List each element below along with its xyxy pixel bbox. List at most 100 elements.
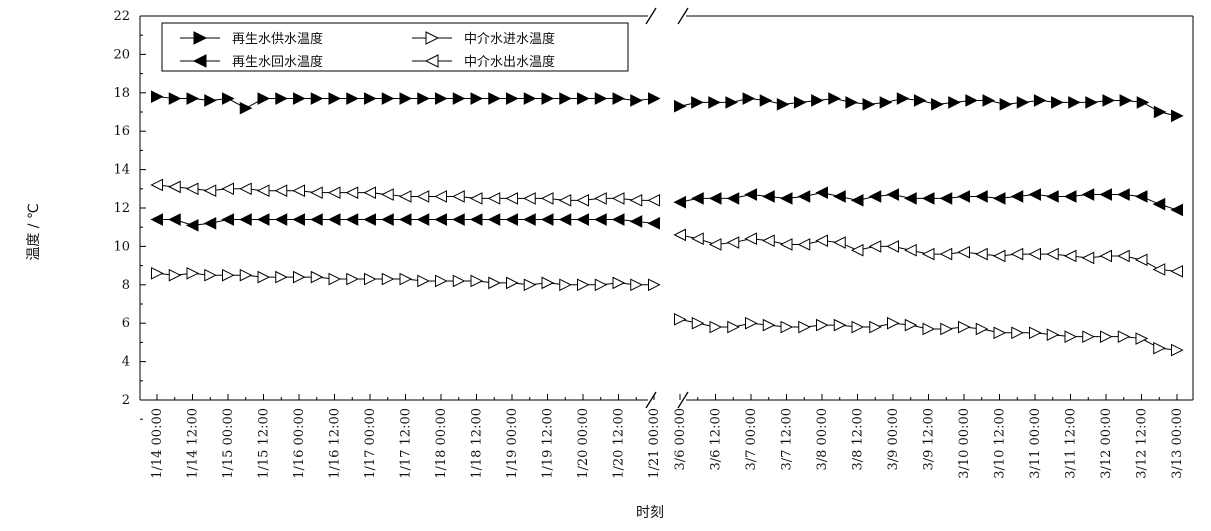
x-tick-label: 3/12 12:00 <box>1135 408 1150 479</box>
left-triangle-filled-marker <box>726 192 740 205</box>
left-triangle-filled-marker <box>850 194 864 207</box>
series-line-1 <box>151 90 661 115</box>
series-line-2 <box>673 186 1183 217</box>
right-triangle-open-marker <box>204 268 217 282</box>
left-triangle-open-marker <box>239 182 252 196</box>
right-triangle-filled-marker <box>725 96 739 109</box>
right-triangle-filled-marker <box>328 92 342 105</box>
legend-label: 中介水出水温度 <box>464 54 555 70</box>
x-tick-label: 3/9 00:00 <box>886 408 901 471</box>
right-triangle-open-marker <box>630 278 643 292</box>
left-triangle-filled-marker <box>1152 197 1166 211</box>
left-triangle-filled-marker <box>957 190 970 203</box>
left-triangle-open-marker <box>1170 265 1183 278</box>
right-triangle-filled-marker <box>965 94 978 107</box>
right-triangle-open-marker <box>523 278 537 292</box>
left-triangle-filled-marker <box>647 217 660 230</box>
right-triangle-open-marker <box>488 276 501 290</box>
x-axis-title: 时刻 <box>636 505 664 521</box>
x-tick-label: 1/18 12:00 <box>470 408 485 479</box>
left-triangle-filled-marker <box>992 192 1006 205</box>
right-triangle-filled-marker <box>845 96 858 109</box>
legend-item-3: 中介水进水温度 <box>412 31 555 47</box>
right-triangle-filled-marker <box>193 31 208 45</box>
x-tick-label: 3/7 00:00 <box>744 408 759 471</box>
x-tick-label: 1/20 12:00 <box>612 408 627 479</box>
right-triangle-open-marker <box>904 318 918 332</box>
left-triangle-open-marker <box>452 190 465 203</box>
series-line-3 <box>674 313 1184 357</box>
right-triangle-filled-marker <box>776 98 790 111</box>
right-triangle-filled-marker <box>1153 105 1167 119</box>
right-triangle-open-marker <box>293 270 306 284</box>
left-triangle-filled-marker <box>185 218 199 232</box>
right-triangle-open-marker <box>364 272 377 286</box>
left-triangle-filled-marker <box>434 213 447 226</box>
series-line-2 <box>150 213 660 232</box>
right-triangle-open-marker <box>709 320 723 334</box>
legend-item-2: 再生水回水温度 <box>180 54 323 70</box>
legend-label: 再生水供水温度 <box>232 31 323 47</box>
left-triangle-open-marker <box>168 180 181 194</box>
right-triangle-filled-marker <box>257 92 271 105</box>
left-triangle-open-marker <box>1010 247 1024 261</box>
left-triangle-filled-marker <box>523 213 536 226</box>
left-triangle-open-marker <box>868 240 882 253</box>
axes: 2 4 6 8 10 12 14 16 18 20 22 1/14 00:00 1/14 12:00 1/… <box>113 7 1194 479</box>
y-tick-label: 22 <box>113 9 130 24</box>
y-tick-label: 14 <box>113 163 130 178</box>
right-triangle-open-marker <box>275 270 288 284</box>
right-triangle-open-marker <box>310 270 324 284</box>
y-tick-label: 20 <box>113 47 130 62</box>
left-triangle-filled-marker <box>594 213 607 226</box>
left-triangle-filled-marker <box>1081 188 1095 201</box>
right-triangle-filled-marker <box>1171 109 1184 123</box>
x-tick-label: 1/16 12:00 <box>328 408 343 479</box>
right-triangle-open-marker <box>798 320 811 334</box>
right-triangle-open-marker <box>151 266 164 280</box>
left-triangle-open-marker <box>992 249 1006 263</box>
left-triangle-open-marker <box>434 190 447 203</box>
x-tick-label: 3/8 00:00 <box>815 408 830 471</box>
left-triangle-filled-marker <box>1010 190 1024 203</box>
left-triangle-open-marker <box>256 184 270 198</box>
right-triangle-filled-marker <box>381 92 395 105</box>
left-triangle-filled-marker <box>327 213 341 226</box>
left-triangle-open-marker <box>345 186 359 199</box>
series-line-3 <box>151 266 661 292</box>
right-triangle-filled-marker <box>346 92 359 105</box>
left-triangle-open-marker <box>762 234 775 247</box>
left-triangle-open-marker <box>647 194 660 207</box>
left-triangle-filled-marker <box>1134 190 1148 203</box>
left-triangle-open-marker <box>1117 249 1130 263</box>
right-triangle-open-marker <box>168 268 182 282</box>
left-triangle-open-marker <box>221 182 234 196</box>
right-triangle-open-marker <box>1153 341 1166 355</box>
left-triangle-open-marker <box>185 182 199 196</box>
right-triangle-filled-marker <box>742 92 756 105</box>
series-layer <box>150 90 1184 357</box>
right-triangle-open-marker <box>869 320 882 334</box>
left-triangle-open-marker <box>939 247 953 261</box>
right-triangle-filled-marker <box>811 94 824 107</box>
series-line-4 <box>150 178 660 207</box>
left-triangle-filled-marker <box>779 192 793 205</box>
right-triangle-open-marker <box>1011 326 1024 340</box>
left-triangle-filled-marker <box>558 213 572 226</box>
right-triangle-filled-marker <box>239 101 253 115</box>
left-triangle-open-marker <box>363 186 376 199</box>
left-triangle-filled-marker <box>762 190 775 203</box>
right-triangle-filled-marker <box>399 92 413 105</box>
left-triangle-filled-marker <box>939 192 953 205</box>
left-triangle-open-marker <box>327 186 341 199</box>
left-triangle-open-marker <box>833 236 846 249</box>
right-triangle-open-marker <box>470 274 484 288</box>
right-triangle-open-marker <box>594 278 608 292</box>
legend-box <box>161 22 629 72</box>
right-triangle-open-marker <box>1082 330 1095 343</box>
right-triangle-open-marker <box>745 316 758 330</box>
right-triangle-filled-marker <box>982 94 996 107</box>
left-triangle-open-marker <box>487 192 501 205</box>
left-triangle-open-marker <box>1046 247 1059 261</box>
